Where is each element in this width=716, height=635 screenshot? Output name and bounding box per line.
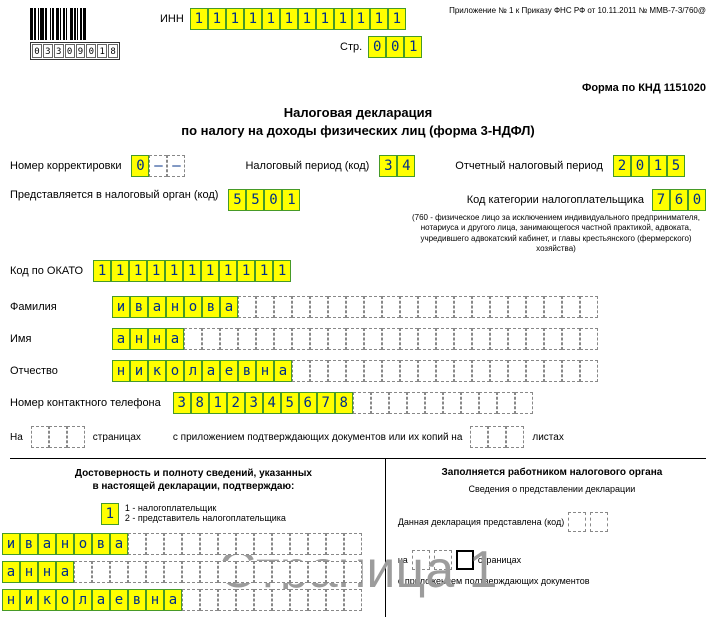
right-sub: Сведения о представлении декларации <box>398 484 706 494</box>
organ-cells: 5501 <box>228 189 300 211</box>
cat-note: (760 - физическое лицо за исключением ин… <box>406 213 706 255</box>
period-cells: 34 <box>379 155 415 177</box>
barcode-digits: 03309018 <box>30 42 120 60</box>
right-column: Заполняется работником налогового органа… <box>386 459 706 617</box>
year-cells: 2015 <box>613 155 685 177</box>
year-label: Отчетный налоговый период <box>455 160 603 172</box>
okato-cells: 11111111111 <box>93 260 291 282</box>
page-label: Стр. <box>340 41 362 53</box>
organ-label: Представляется в налоговый орган (код) <box>10 189 218 201</box>
opt2: 2 - представитель налогоплательщика <box>125 513 286 523</box>
cat-label: Код категории налогоплательщика <box>467 194 644 206</box>
fam-label: Фамилия <box>10 301 100 313</box>
barcode-bars <box>30 8 120 40</box>
imya-label: Имя <box>10 333 100 345</box>
bot-fam-cells: иванова <box>2 533 362 555</box>
bot-imya-cells: анна <box>2 561 362 583</box>
declared-label: Данная декларация представлена (код) <box>398 517 564 527</box>
title-line1: Налоговая декларация <box>284 105 432 120</box>
inn-label: ИНН <box>160 13 184 25</box>
forma-knd: Форма по КНД 1151020 <box>10 82 706 94</box>
stranitsah-label: страницах <box>93 432 141 443</box>
corr-cells: 0–– <box>131 155 185 177</box>
right-withdocs: с приложением подтверждающих документов <box>398 576 590 586</box>
document-title: Налоговая декларация по налогу на доходы… <box>10 104 706 141</box>
cat-cells: 760 <box>652 189 706 211</box>
phone-cells: 3812345678 <box>173 392 533 414</box>
na-label: На <box>10 432 23 443</box>
title-line2: по налогу на доходы физических лиц (форм… <box>181 123 534 138</box>
right-h: Заполняется работником налогового органа <box>398 467 706 478</box>
page-cells: 001 <box>368 36 422 58</box>
left-h1: Достоверность и полноту сведений, указан… <box>10 467 377 480</box>
phone-label: Номер контактного телефона <box>10 397 161 409</box>
right-na: на <box>398 555 408 565</box>
confirm-cell: 1 <box>101 503 119 525</box>
okato-label: Код по ОКАТО <box>10 265 83 277</box>
otch-cells: николаевна <box>112 360 598 382</box>
bot-otch-cells: николаевна <box>2 589 362 611</box>
period-label: Налоговый период (код) <box>245 160 369 172</box>
corr-label: Номер корректировки <box>10 160 121 172</box>
left-column: Достоверность и полноту сведений, указан… <box>10 459 386 617</box>
barcode: 03309018 <box>30 8 120 60</box>
otch-label: Отчество <box>10 365 100 377</box>
listah-label: листах <box>532 432 563 443</box>
right-stranitsah: страницах <box>478 555 521 565</box>
withdocs-label: с приложением подтверждающих документов … <box>173 432 462 443</box>
fam-cells: иванова <box>112 296 598 318</box>
inn-cells: 111111111111 <box>190 8 406 30</box>
opt1: 1 - налогоплательщик <box>125 503 286 513</box>
imya-cells: анна <box>112 328 598 350</box>
appendix-note: Приложение № 1 к Приказу ФНС РФ от 10.11… <box>449 6 706 15</box>
left-h2: в настоящей декларации, подтверждаю: <box>10 480 377 493</box>
